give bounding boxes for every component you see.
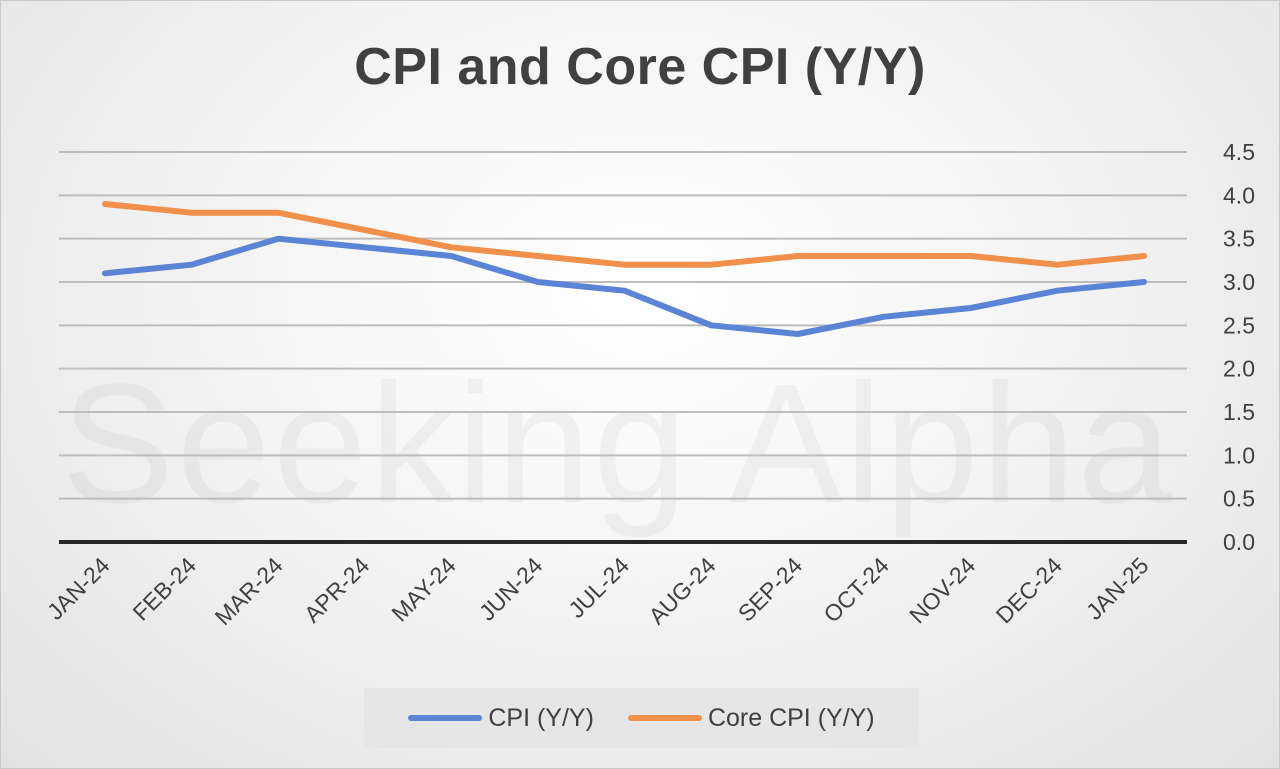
y-tick-label: 3.0 [1223, 269, 1255, 295]
y-tick-label: 1.5 [1223, 399, 1255, 425]
legend-item-cpi: CPI (Y/Y) [408, 704, 594, 733]
series-line-cpi [102, 235, 1147, 337]
x-tick-label: OCT-24 [818, 552, 893, 627]
legend-label-core-cpi: Core CPI (Y/Y) [707, 703, 875, 732]
legend: CPI (Y/Y) Core CPI (Y/Y) [364, 688, 919, 748]
x-tick-label: JAN-25 [1081, 552, 1154, 625]
x-tick-label: AUG-24 [643, 552, 720, 629]
y-tick-label: 4.0 [1223, 182, 1255, 208]
x-tick-label: FEB-24 [128, 552, 202, 626]
x-tick-label: JUL-24 [563, 552, 634, 623]
legend-swatch-cpi [408, 715, 483, 721]
y-tick-label: 3.5 [1223, 226, 1255, 252]
y-tick-label: 4.5 [1223, 139, 1255, 165]
x-tick-label: SEP-24 [733, 552, 808, 627]
x-tick-label: JAN-24 [42, 552, 115, 625]
legend-swatch-core-cpi [627, 715, 702, 721]
legend-item-core-cpi: Core CPI (Y/Y) [627, 703, 875, 733]
x-tick-label: APR-24 [299, 552, 374, 627]
x-tick-label: NOV-24 [904, 552, 980, 628]
y-tick-label: 0.0 [1223, 529, 1255, 555]
x-tick-label: DEC-24 [991, 552, 1067, 628]
x-tick-label: JUN-24 [474, 552, 548, 626]
legend-label-cpi: CPI (Y/Y) [488, 703, 594, 732]
x-tick-label: MAY-24 [386, 552, 461, 627]
series-line-core-cpi [102, 201, 1147, 268]
y-tick-label: 2.0 [1223, 356, 1255, 382]
y-tick-label: 0.5 [1223, 486, 1255, 512]
x-tick-label: MAR-24 [210, 552, 288, 630]
y-tick-label: 2.5 [1223, 312, 1255, 338]
chart-title: CPI and Core CPI (Y/Y) [354, 38, 926, 96]
y-tick-label: 1.0 [1223, 442, 1255, 468]
